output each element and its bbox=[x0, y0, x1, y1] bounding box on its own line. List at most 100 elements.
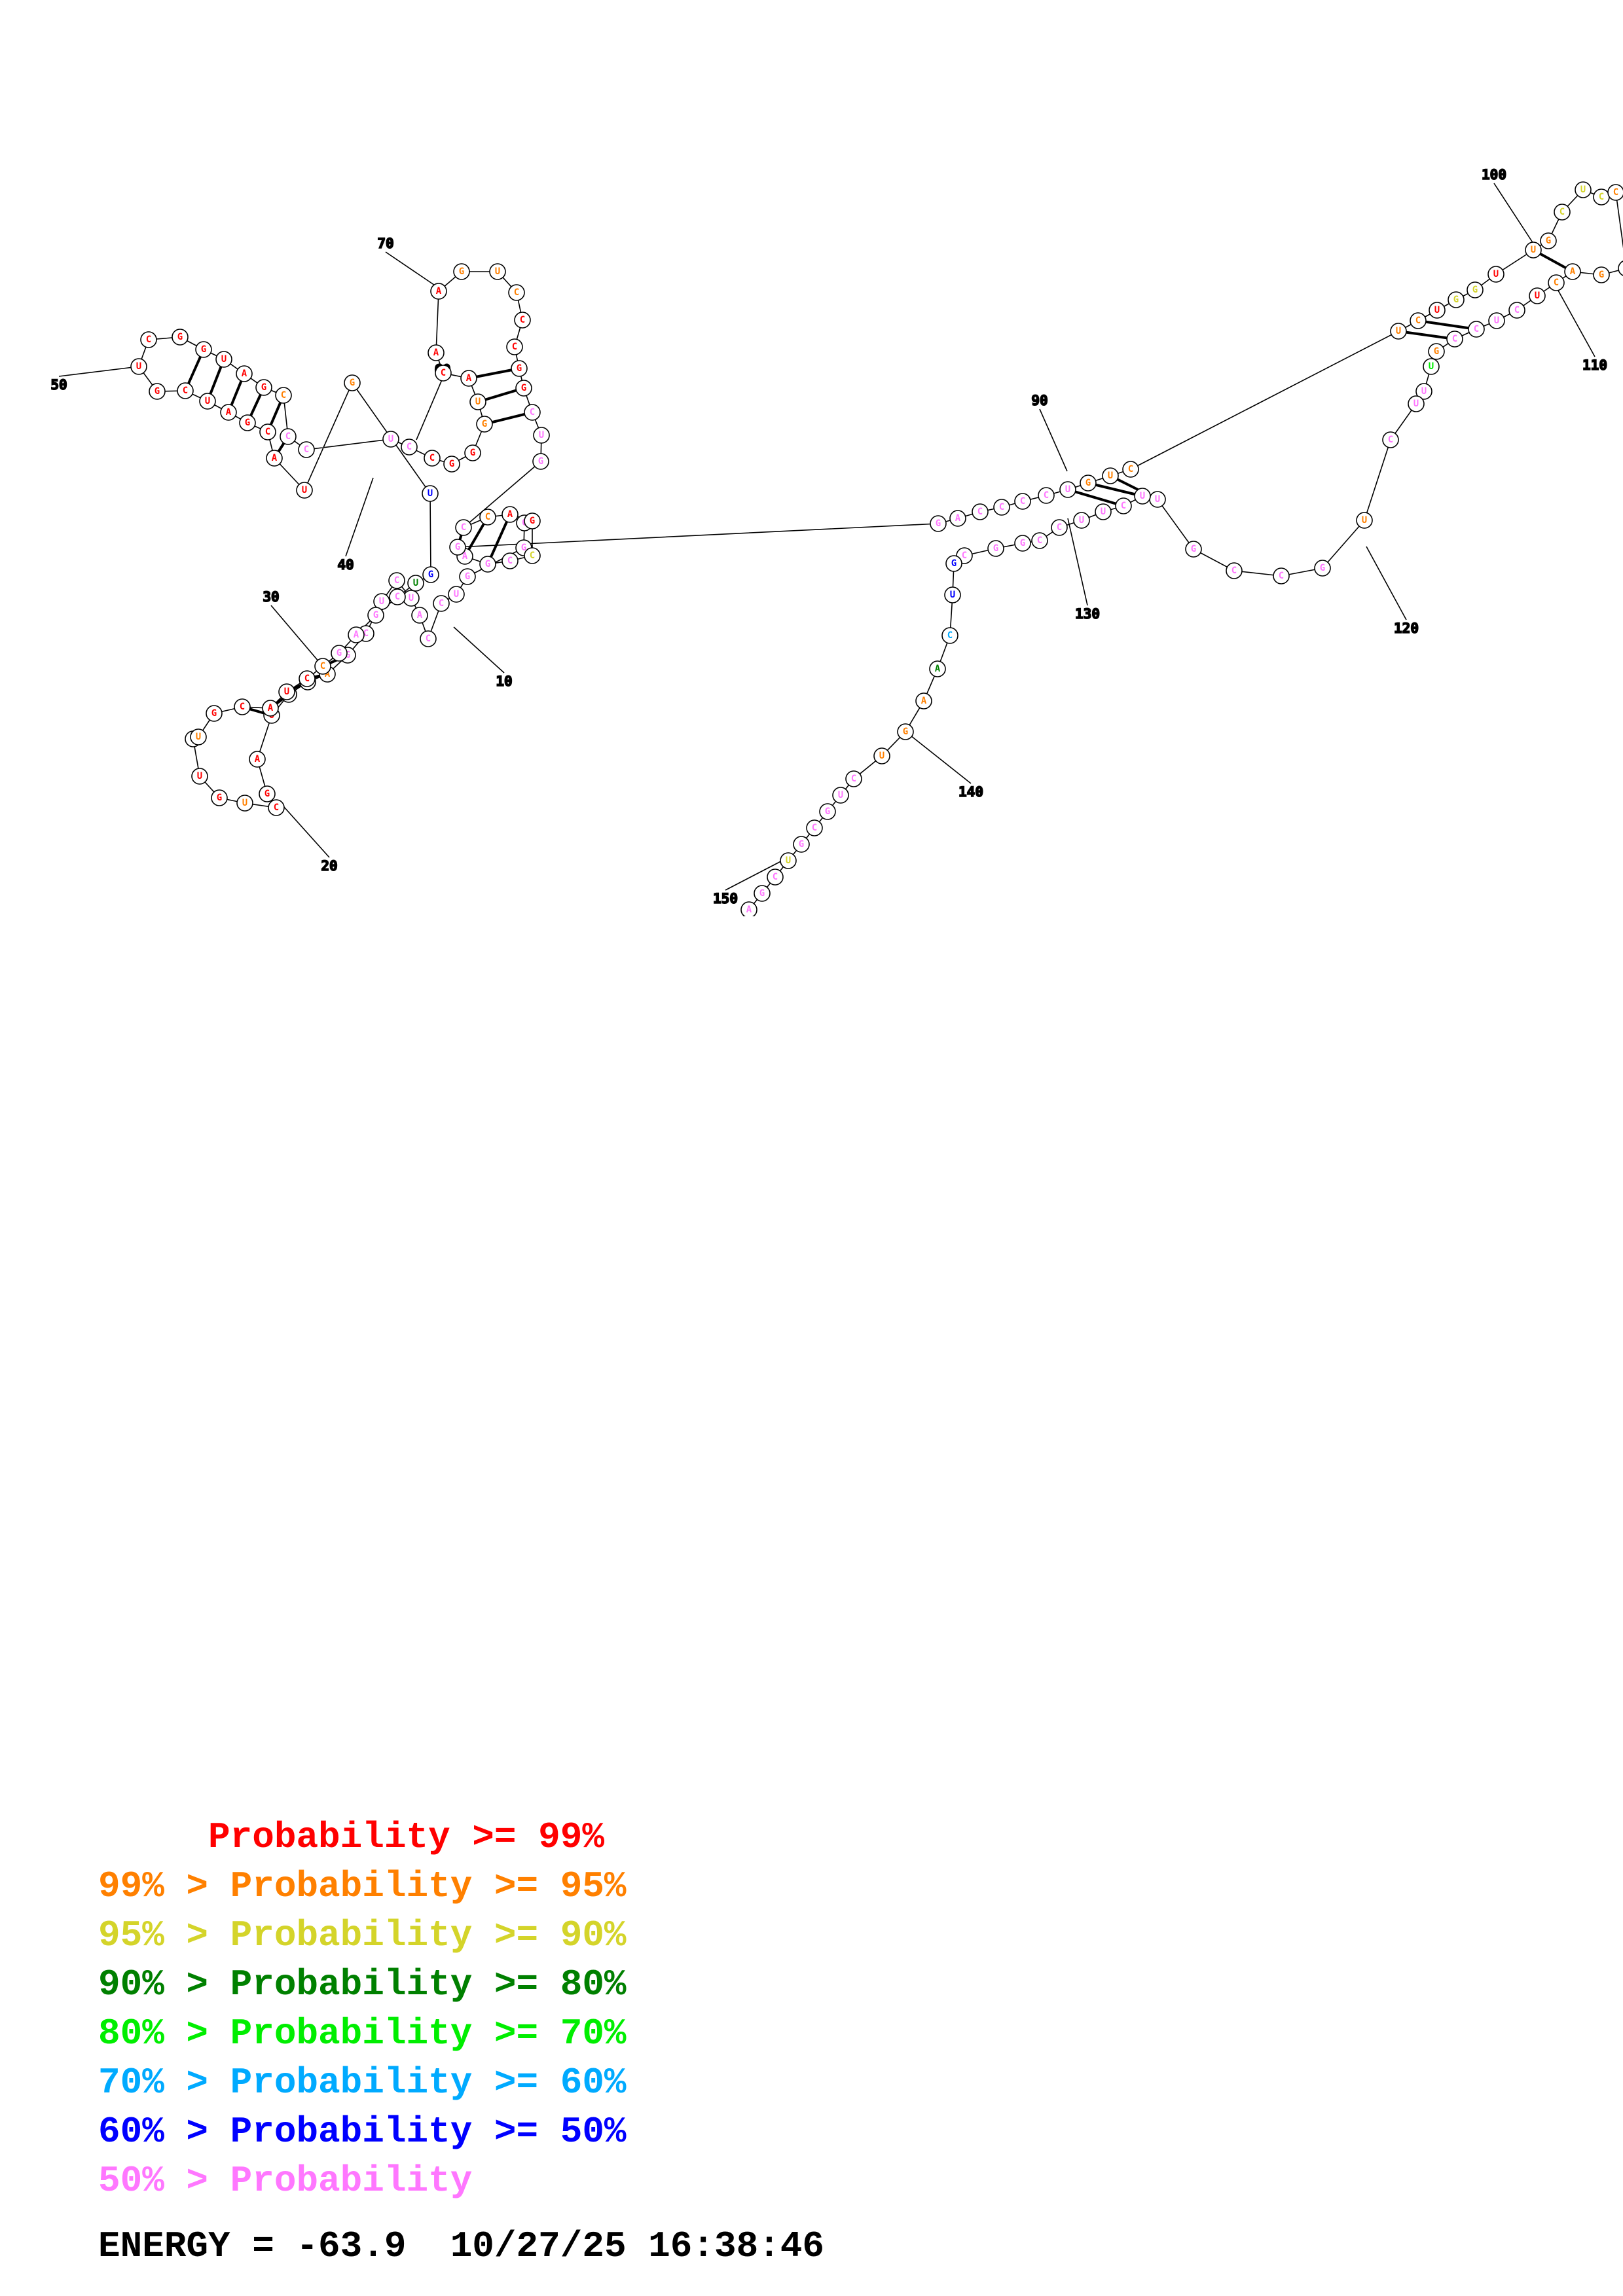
nucleotide-circle bbox=[1540, 232, 1557, 249]
nucleotide-circle bbox=[479, 556, 496, 573]
nucleotide-letter: A bbox=[1570, 266, 1576, 277]
nucleotide-letter: C bbox=[512, 342, 517, 352]
nucleotide-circle bbox=[296, 482, 313, 499]
nucleotide-letter: U bbox=[1493, 269, 1499, 279]
nucleotide-letter: C bbox=[520, 315, 525, 325]
nucleotide: C bbox=[1014, 493, 1031, 510]
nucleotide: A bbox=[262, 700, 279, 717]
nucleotide-letter: G bbox=[521, 543, 526, 553]
nucleotide-letter: U bbox=[1140, 491, 1145, 501]
base-pair-bond bbox=[1398, 330, 1455, 340]
nucleotide-letter: U bbox=[1396, 326, 1401, 336]
nucleotide-circle bbox=[1095, 503, 1112, 520]
nucleotide-letter: C bbox=[773, 872, 778, 882]
nucleotide: C bbox=[1122, 461, 1139, 478]
nucleotide-letter: U bbox=[1108, 471, 1113, 481]
nucleotide: A bbox=[266, 450, 283, 467]
legend-row: 95% > Probability >= 90% bbox=[98, 1914, 627, 1956]
nucleotide-letter: U bbox=[1531, 245, 1536, 255]
nucleotide-circle bbox=[972, 503, 989, 520]
nucleotide-circle bbox=[259, 423, 276, 440]
nucleotide-circle bbox=[489, 263, 506, 280]
nucleotide-circle bbox=[1607, 184, 1623, 201]
timestamp: 10/27/25 16:38:46 bbox=[450, 2225, 824, 2267]
nucleotide-letter: G bbox=[201, 344, 206, 355]
position-label: 70 bbox=[377, 236, 393, 251]
nucleotide-circle bbox=[897, 723, 914, 740]
nucleotide: A bbox=[915, 692, 932, 709]
nucleotide-circle bbox=[1031, 532, 1048, 549]
nucleotide-letter: G bbox=[993, 543, 998, 554]
nucleotide-circle bbox=[191, 768, 208, 785]
nucleotide-letter: C bbox=[1231, 565, 1237, 576]
nucleotide-letter: C bbox=[1128, 464, 1133, 475]
nucleotide-letter: C bbox=[429, 453, 435, 463]
legend-row: 70% > Probability >= 60% bbox=[98, 2062, 627, 2104]
position-label: 110 bbox=[1582, 357, 1607, 373]
nucleotide: C bbox=[389, 588, 406, 605]
nucleotide-circle bbox=[524, 512, 541, 529]
nucleotide-circle bbox=[211, 789, 228, 806]
nucleotide-letter: G bbox=[245, 418, 250, 428]
nucleotide: U bbox=[373, 593, 390, 610]
nucleotide-letter: C bbox=[441, 368, 446, 378]
nucleotide-letter: A bbox=[325, 669, 331, 679]
nucleotide-letter: C bbox=[394, 575, 399, 586]
nucleotide-circle bbox=[1554, 204, 1571, 221]
nucleotide-circle bbox=[453, 263, 470, 280]
base-pair-bond bbox=[1087, 482, 1143, 497]
nucleotide-circle bbox=[915, 692, 932, 709]
nucleotide: G bbox=[897, 723, 914, 740]
nucleotide: G bbox=[367, 607, 384, 624]
nucleotide-letter: U bbox=[1155, 494, 1160, 505]
nucleotide: A bbox=[411, 607, 428, 624]
nucleotide-letter: C bbox=[507, 556, 513, 566]
nucleotide-circle bbox=[1134, 488, 1151, 505]
nucleotide: U bbox=[448, 586, 465, 603]
nucleotide-circle bbox=[172, 329, 189, 346]
nucleotides: CGGUCCAUCUCGAGGUAGCUGUUUGCAUCCGAGCUGUGUA… bbox=[130, 181, 1623, 916]
nucleotide: U bbox=[199, 393, 216, 410]
nucleotide-circle bbox=[262, 700, 279, 717]
nucleotide-circle bbox=[449, 539, 466, 556]
nucleotide: C bbox=[767, 869, 784, 886]
nucleotide-letter: U bbox=[284, 687, 289, 697]
nucleotide-circle bbox=[845, 770, 862, 787]
nucleotide-letter: G bbox=[951, 558, 957, 569]
nucleotide-circle bbox=[945, 555, 962, 572]
position-label: 20 bbox=[321, 858, 337, 874]
nucleotide-letter: A bbox=[354, 630, 359, 640]
nucleotide-circle bbox=[479, 509, 496, 526]
nucleotide-circle bbox=[420, 630, 437, 647]
nucleotide-circle bbox=[754, 885, 771, 902]
nucleotide: U bbox=[1575, 181, 1592, 198]
position-tick bbox=[907, 732, 972, 784]
nucleotide-circle bbox=[1529, 287, 1546, 304]
nucleotide-letter: U bbox=[1494, 315, 1499, 326]
nucleotide-letter: G bbox=[261, 382, 266, 393]
nucleotide-letter: C bbox=[146, 334, 151, 345]
nucleotide-circle bbox=[215, 351, 232, 368]
nucleotide: G bbox=[422, 566, 439, 583]
nucleotide-circle bbox=[511, 360, 528, 377]
nucleotide-circle bbox=[1428, 343, 1445, 360]
nucleotide-letter: U bbox=[242, 798, 247, 808]
nucleotide: C bbox=[1607, 184, 1623, 201]
position-tick bbox=[1493, 183, 1534, 244]
nucleotide-letter: U bbox=[379, 596, 384, 607]
nucleotide-letter: U bbox=[409, 593, 414, 603]
nucleotide-letter: U bbox=[879, 751, 884, 761]
nucleotide: U bbox=[1390, 323, 1407, 340]
position-tick bbox=[385, 251, 443, 291]
nucleotide: G bbox=[1593, 266, 1610, 283]
nucleotide-circle bbox=[1185, 541, 1202, 558]
position-tick bbox=[277, 799, 330, 858]
base-pair-bond bbox=[1417, 319, 1477, 331]
nucleotide-letter: C bbox=[851, 774, 856, 784]
nucleotide-circle bbox=[177, 382, 194, 399]
nucleotide: U bbox=[533, 427, 550, 444]
nucleotide: C bbox=[1226, 562, 1243, 579]
nucleotide-letter: C bbox=[1452, 334, 1457, 344]
nucleotide: C bbox=[1446, 331, 1463, 348]
nucleotide-letter: G bbox=[1085, 478, 1091, 488]
